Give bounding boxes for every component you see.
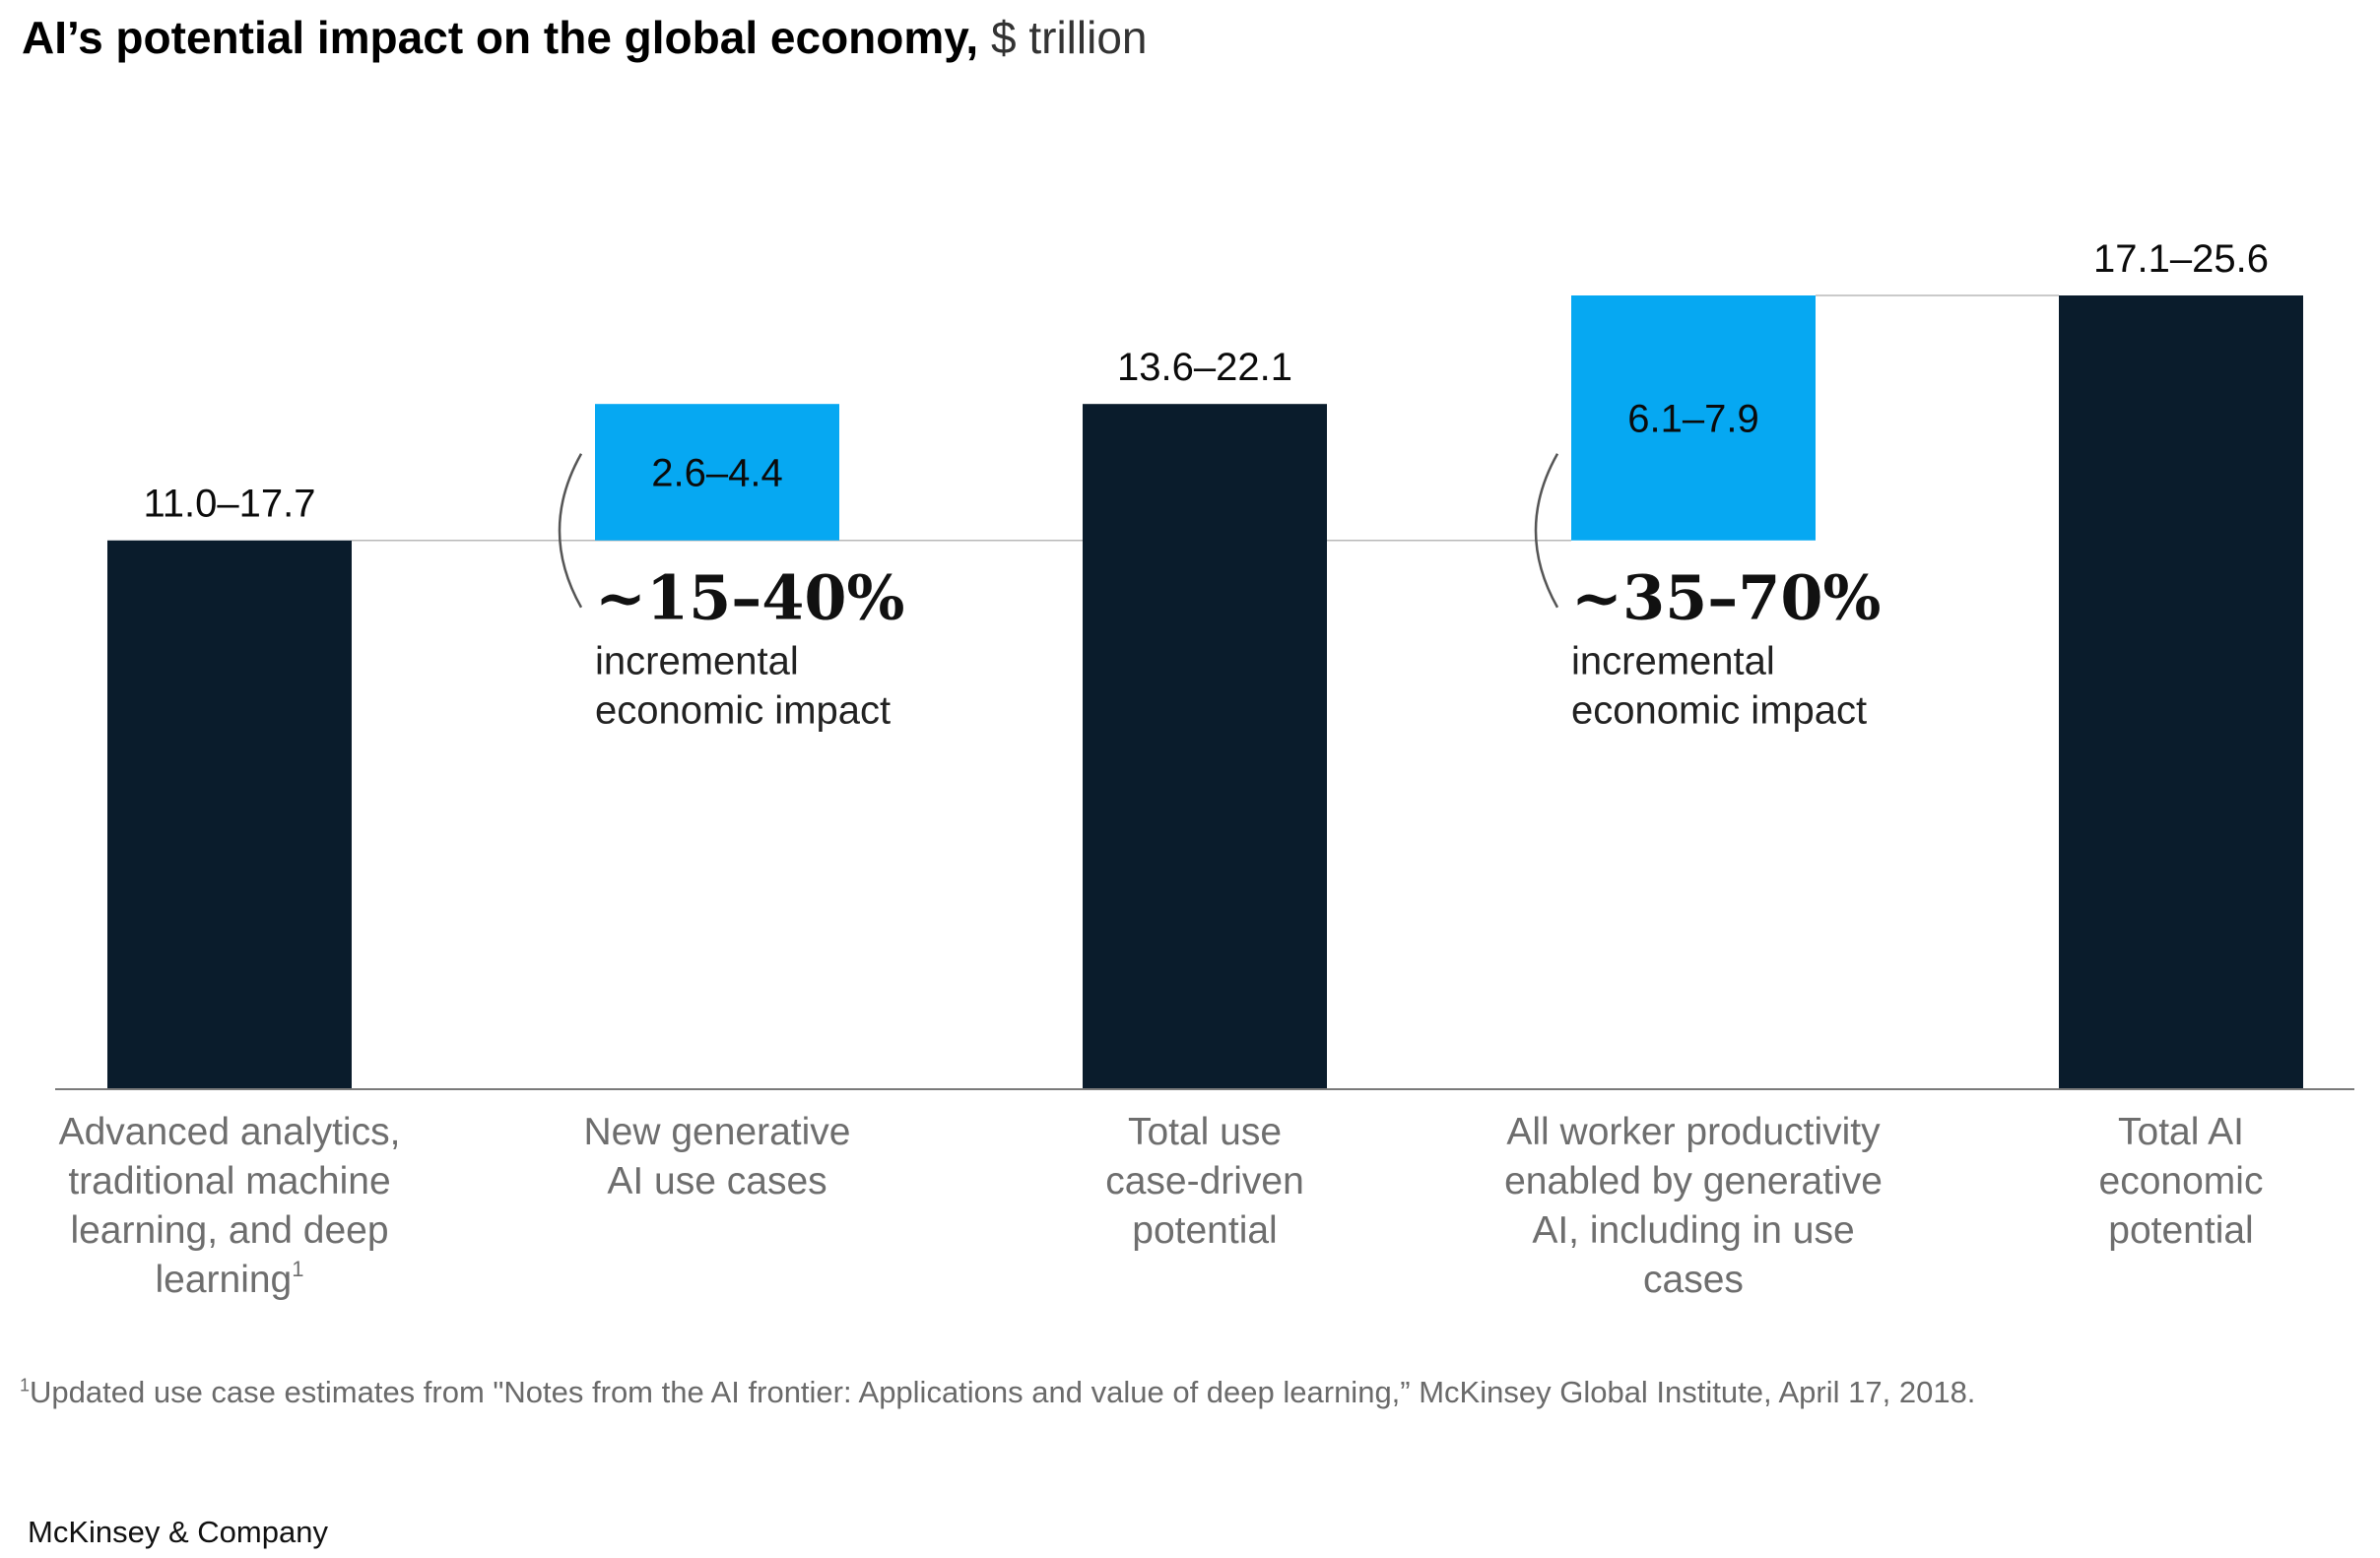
- bar-value-label: 13.6–22.1: [1117, 346, 1292, 389]
- bar-value-label: 2.6–4.4: [651, 451, 782, 494]
- annotation-percent: ~15–40%: [595, 562, 904, 634]
- category-label: Total use case-driven potential: [1105, 1111, 1304, 1252]
- annotation-text: economic impact: [595, 689, 891, 733]
- chart-title: AI’s potential impact on the global econ…: [22, 8, 1148, 67]
- annotation-text: incremental: [1571, 640, 1775, 683]
- increment-bar: [1571, 295, 1816, 541]
- category-label: All worker productivity enabled by genera…: [1504, 1111, 1883, 1301]
- bar-value-label: 6.1–7.9: [1627, 397, 1758, 440]
- category-label: Total AI economic potential: [2099, 1111, 2264, 1252]
- waterfall-chart: 11.0–17.7 2.6–4.4 13.6–22.1 6.1–7.9 17.1–25.…: [55, 237, 2354, 1301]
- increment-bar: [595, 404, 839, 541]
- bar-value-label: 17.1–25.6: [2093, 237, 2269, 281]
- bar-value-label: 11.0–17.7: [144, 483, 316, 526]
- chart-title-main: AI’s potential impact on the global econ…: [22, 12, 979, 63]
- annotation-text: incremental: [595, 640, 799, 683]
- footnote: 1Updated use case estimates from "Notes …: [20, 1375, 1975, 1410]
- brand-logo-text: McKinsey & Company: [28, 1515, 328, 1549]
- category-label: New generative AI use cases: [584, 1111, 851, 1202]
- annotation-percent: ~35–70%: [1571, 562, 1881, 634]
- footnote-mark: 1: [20, 1375, 31, 1396]
- footnote-text: Updated use case estimates from "Notes f…: [30, 1375, 1976, 1409]
- total-bar: [2059, 295, 2303, 1089]
- annotation-text: economic impact: [1571, 689, 1867, 733]
- bracket-curve: [1534, 453, 1559, 609]
- total-bar: [107, 540, 352, 1089]
- category-label: Advanced analytics, traditional machine le…: [59, 1111, 401, 1301]
- total-bar: [1083, 404, 1327, 1089]
- chart-title-unit: $ trillion: [991, 12, 1148, 63]
- bracket-curve: [558, 453, 583, 609]
